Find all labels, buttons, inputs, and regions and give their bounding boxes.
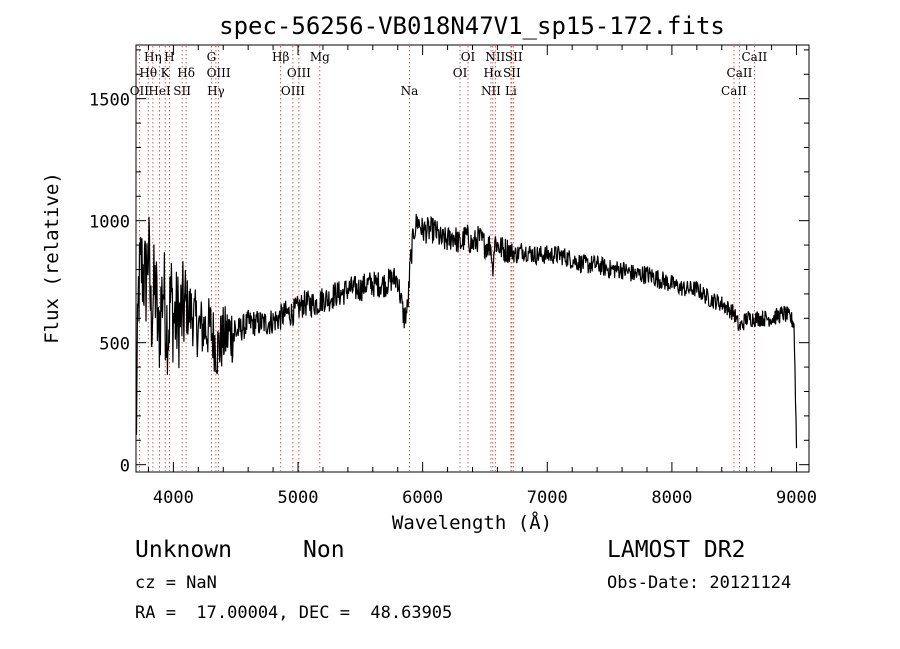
redshift-cz: cz = NaN xyxy=(135,573,217,593)
line-label-23: SII xyxy=(505,50,523,64)
line-label-22: SII xyxy=(503,66,521,80)
sky-coordinates: RA = 17.00004, DEC = 48.63905 xyxy=(135,603,453,623)
line-label-18: NII xyxy=(481,84,501,98)
line-label-26: CaII xyxy=(741,50,767,64)
line-label-19: Hα xyxy=(484,66,503,80)
y-tick-label-3: 1500 xyxy=(89,91,130,111)
line-label-4: K xyxy=(161,66,171,80)
y-tick-label-0: 0 xyxy=(120,457,130,477)
line-label-12: OIII xyxy=(281,84,305,98)
object-subclass: Non xyxy=(303,537,345,563)
chart-title: spec-56256-VB018N47V1_sp15-172.fits xyxy=(219,12,725,40)
line-label-10: OIII xyxy=(207,66,231,80)
line-marker-group xyxy=(138,46,755,471)
observation-date: Obs-Date: 20121124 xyxy=(607,573,792,593)
axis-ticks: 4000 5000 6000 7000 8000 9000 0 500 1000 1500 xyxy=(89,45,817,508)
x-tick-label-4: 8000 xyxy=(651,488,692,508)
spectrum-line xyxy=(135,213,798,449)
line-label-21: Li xyxy=(505,84,517,98)
x-tick-label-1: 5000 xyxy=(278,488,319,508)
x-tick-label-2: 6000 xyxy=(402,488,443,508)
x-tick-label-3: 7000 xyxy=(527,488,568,508)
line-label-7: Hδ xyxy=(177,66,195,80)
y-axis-label: Flux (relative) xyxy=(41,172,63,344)
line-label-15: Na xyxy=(401,84,419,98)
x-axis-label: Wavelength (Å) xyxy=(392,511,552,534)
line-label-14: Mg xyxy=(310,50,330,64)
line-label-6: SII xyxy=(173,84,191,98)
line-label-9: Hγ xyxy=(207,84,225,98)
line-label-8: G xyxy=(207,50,217,64)
line-label-0: OII xyxy=(130,84,150,98)
x-tick-label-5: 9000 xyxy=(776,488,817,508)
line-label-11: Hβ xyxy=(272,50,289,64)
y-tick-label-2: 1000 xyxy=(89,213,130,233)
line-label-3: HeI xyxy=(148,84,171,98)
object-class: Unknown xyxy=(135,537,232,563)
line-label-20: NII xyxy=(485,50,505,64)
y-tick-label-1: 500 xyxy=(99,335,130,355)
line-label-17: OI xyxy=(461,50,476,64)
survey-name: LAMOST DR2 xyxy=(607,537,746,563)
line-label-16: OI xyxy=(453,66,468,80)
line-label-13: OIII xyxy=(287,66,311,80)
line-label-1: Hθ xyxy=(139,66,157,80)
line-label-2: Hη xyxy=(144,50,162,64)
line-label-24: CaII xyxy=(721,84,747,98)
plot-frame xyxy=(135,44,810,473)
x-tick-label-0: 4000 xyxy=(153,488,194,508)
line-label-group: OII Hθ Hη HeI KH SII Hδ G Hγ OIII Hβ OIII OIII Mg Na OI… xyxy=(130,50,768,98)
line-label-5: H xyxy=(164,50,174,64)
line-label-25: CaII xyxy=(727,66,753,80)
